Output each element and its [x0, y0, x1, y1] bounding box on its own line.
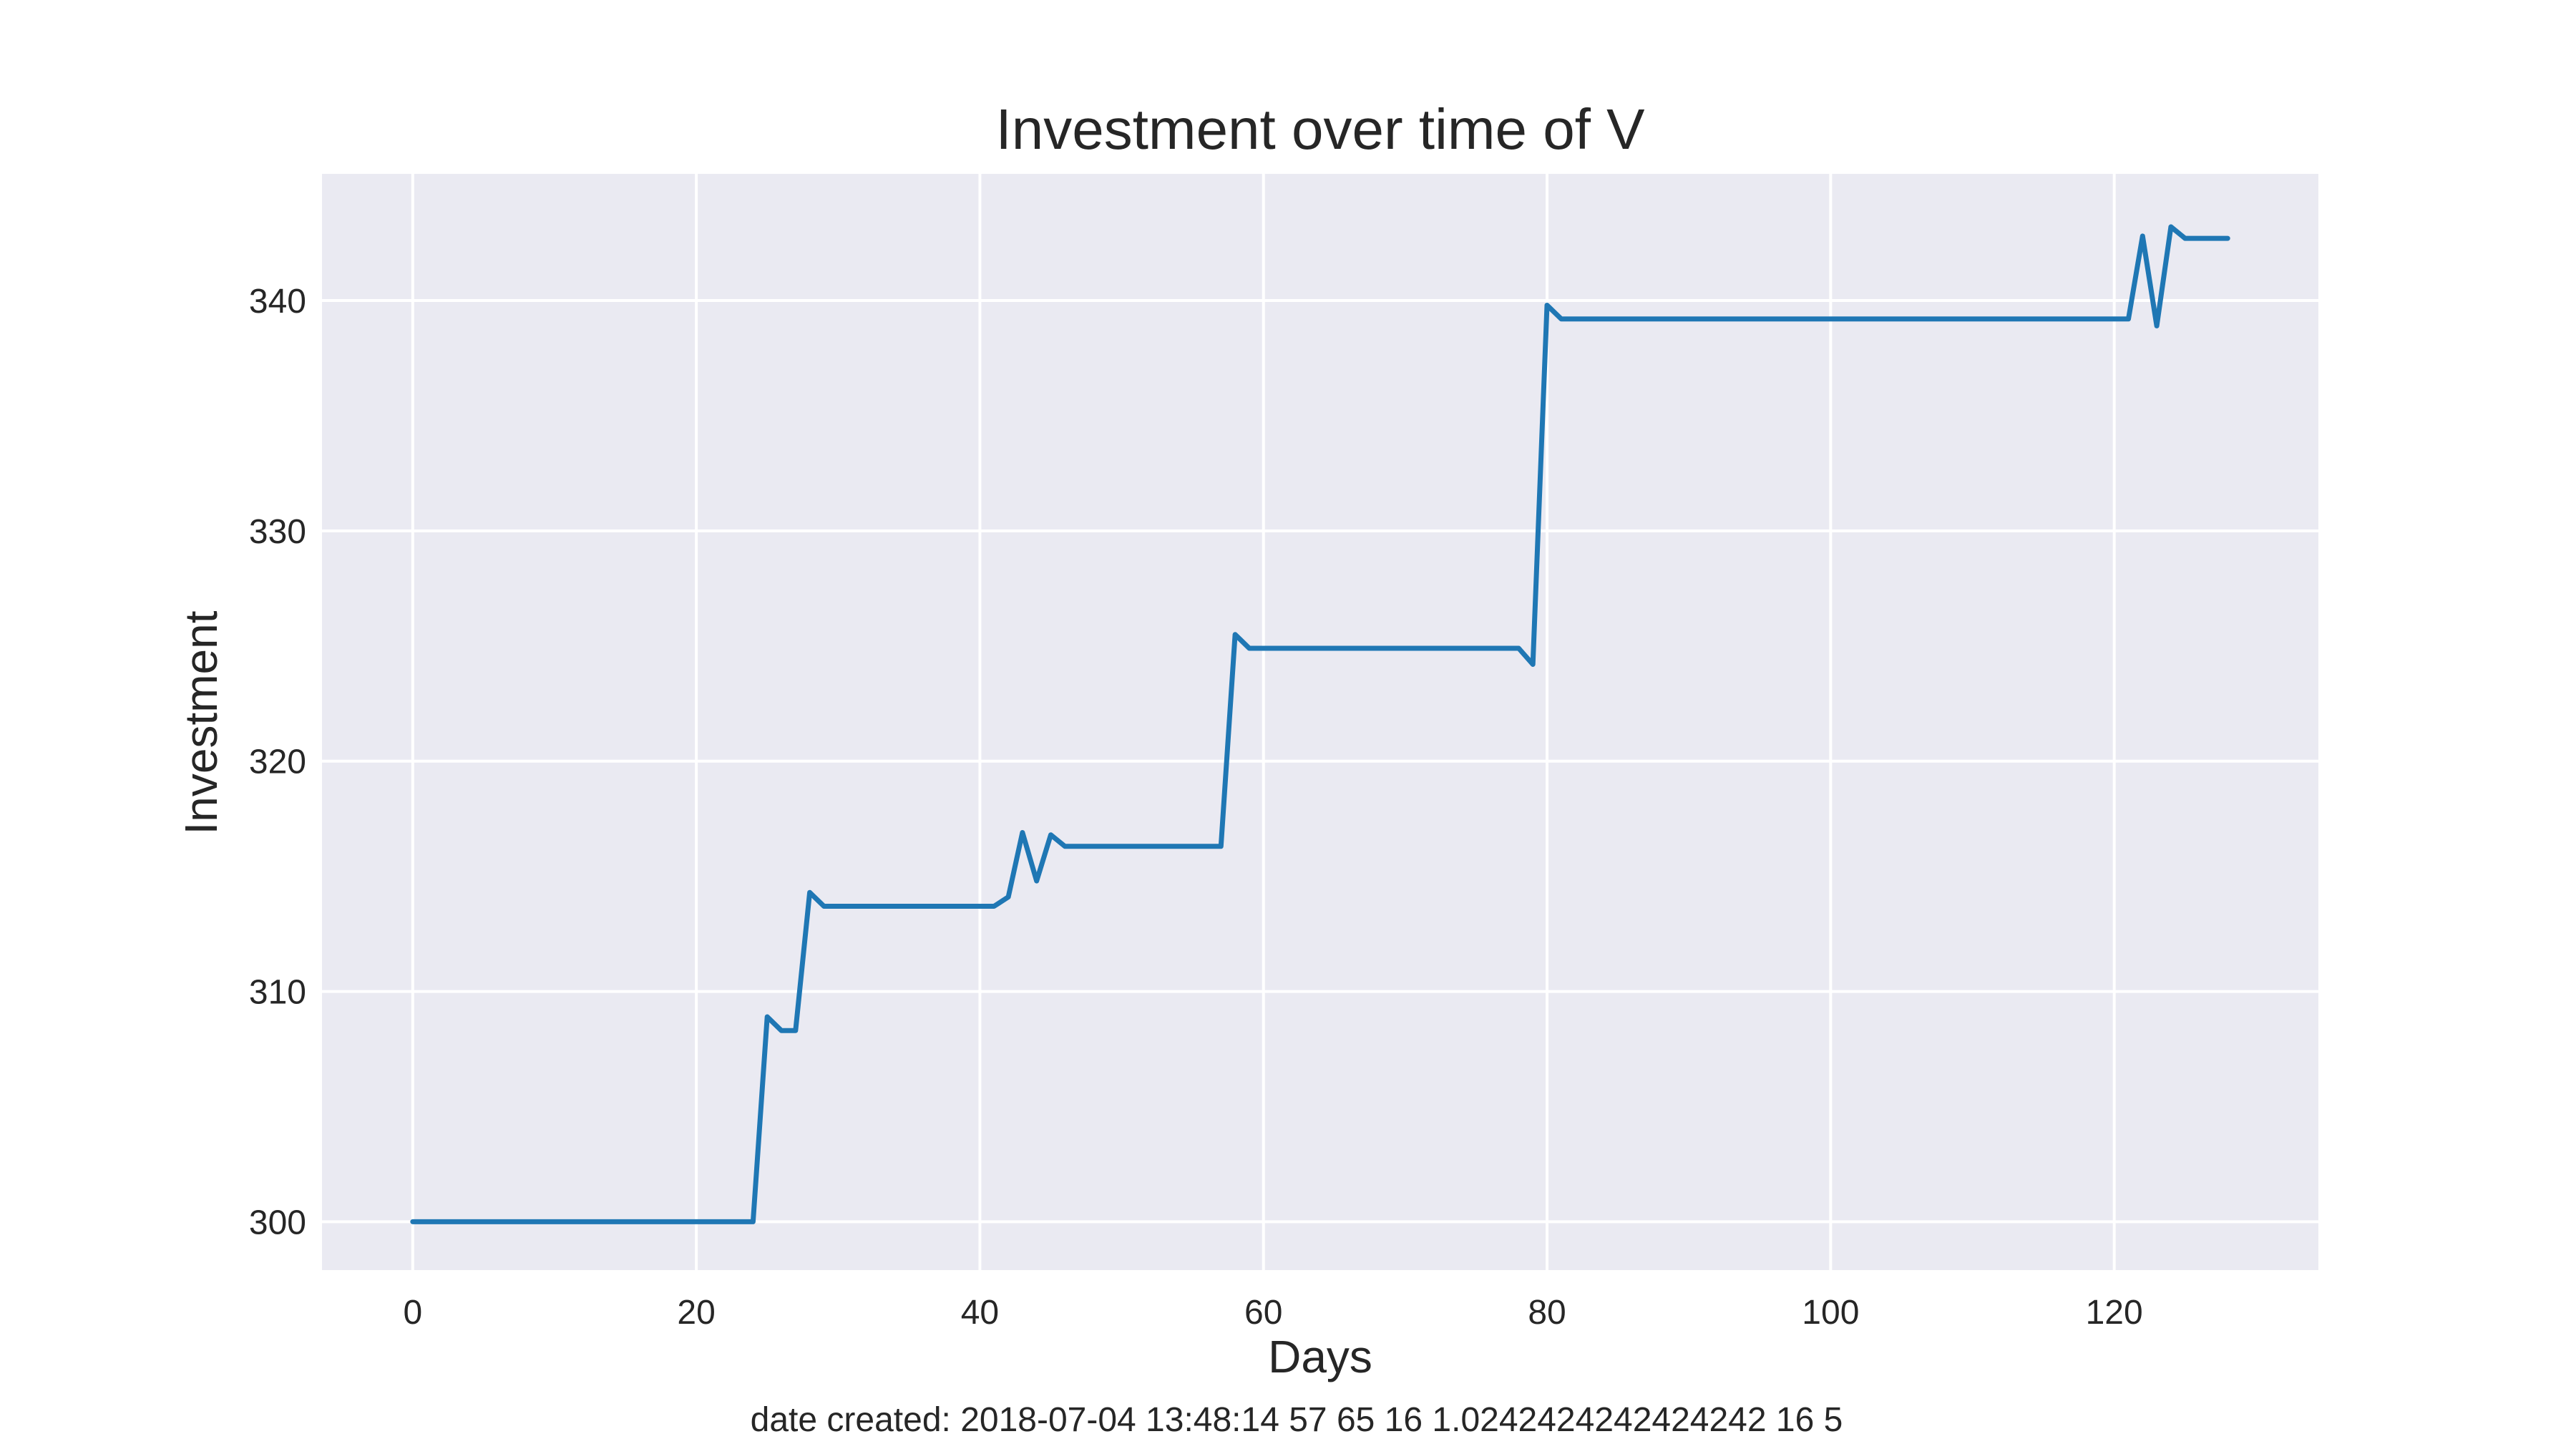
x-tick-label: 0	[403, 1294, 422, 1332]
x-tick-label: 60	[1244, 1294, 1282, 1332]
x-tick-label: 100	[1802, 1294, 1859, 1332]
y-tick-label: 330	[249, 513, 306, 551]
tick-labels: 0 20 40 60 80 100 120 300 310 320 330 340	[249, 283, 2143, 1332]
x-tick-label: 120	[2086, 1294, 2143, 1332]
y-tick-label: 310	[249, 974, 306, 1012]
x-axis-label: Days	[1268, 1331, 1372, 1382]
chart-title: Investment over time of V	[995, 97, 1645, 161]
series-layer	[410, 224, 2230, 1224]
y-tick-label: 320	[249, 743, 306, 781]
y-tick-label: 340	[249, 283, 306, 321]
y-tick-label: 300	[249, 1204, 306, 1241]
x-tick-label: 40	[961, 1294, 999, 1332]
grid	[322, 174, 2318, 1270]
x-tick-label: 80	[1528, 1294, 1566, 1332]
y-axis-label: Investment	[175, 610, 227, 834]
x-tick-label: 20	[677, 1294, 715, 1332]
investment-series-line	[410, 224, 2230, 1224]
plot-area	[322, 174, 2318, 1270]
date-created-annotation: date created: 2018-07-04 13:48:14 57 65 …	[751, 1401, 1843, 1439]
